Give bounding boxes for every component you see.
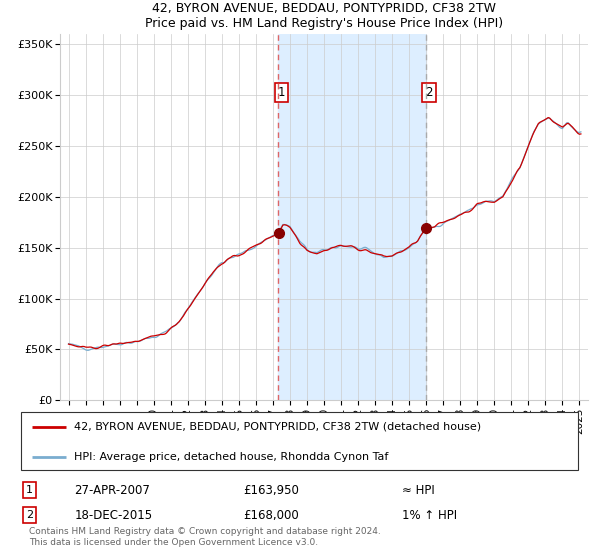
Text: 42, BYRON AVENUE, BEDDAU, PONTYPRIDD, CF38 2TW (detached house): 42, BYRON AVENUE, BEDDAU, PONTYPRIDD, CF… — [74, 422, 482, 432]
Text: ≈ HPI: ≈ HPI — [401, 484, 434, 497]
Text: 2: 2 — [26, 510, 33, 520]
FancyBboxPatch shape — [21, 412, 578, 470]
Text: 2: 2 — [425, 86, 433, 99]
Text: 27-APR-2007: 27-APR-2007 — [74, 484, 150, 497]
Text: 1: 1 — [26, 485, 33, 495]
Text: 1% ↑ HPI: 1% ↑ HPI — [401, 508, 457, 522]
Text: 1: 1 — [278, 86, 286, 99]
Text: 18-DEC-2015: 18-DEC-2015 — [74, 508, 152, 522]
Bar — [278, 34, 425, 400]
Text: £163,950: £163,950 — [244, 484, 299, 497]
Title: 42, BYRON AVENUE, BEDDAU, PONTYPRIDD, CF38 2TW
Price paid vs. HM Land Registry's: 42, BYRON AVENUE, BEDDAU, PONTYPRIDD, CF… — [145, 2, 503, 30]
Text: £168,000: £168,000 — [244, 508, 299, 522]
Text: HPI: Average price, detached house, Rhondda Cynon Taf: HPI: Average price, detached house, Rhon… — [74, 452, 389, 462]
Text: Contains HM Land Registry data © Crown copyright and database right 2024.
This d: Contains HM Land Registry data © Crown c… — [29, 527, 381, 547]
